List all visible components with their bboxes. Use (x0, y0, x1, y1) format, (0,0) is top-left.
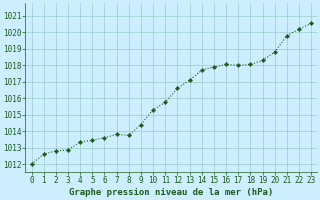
X-axis label: Graphe pression niveau de la mer (hPa): Graphe pression niveau de la mer (hPa) (69, 188, 274, 197)
